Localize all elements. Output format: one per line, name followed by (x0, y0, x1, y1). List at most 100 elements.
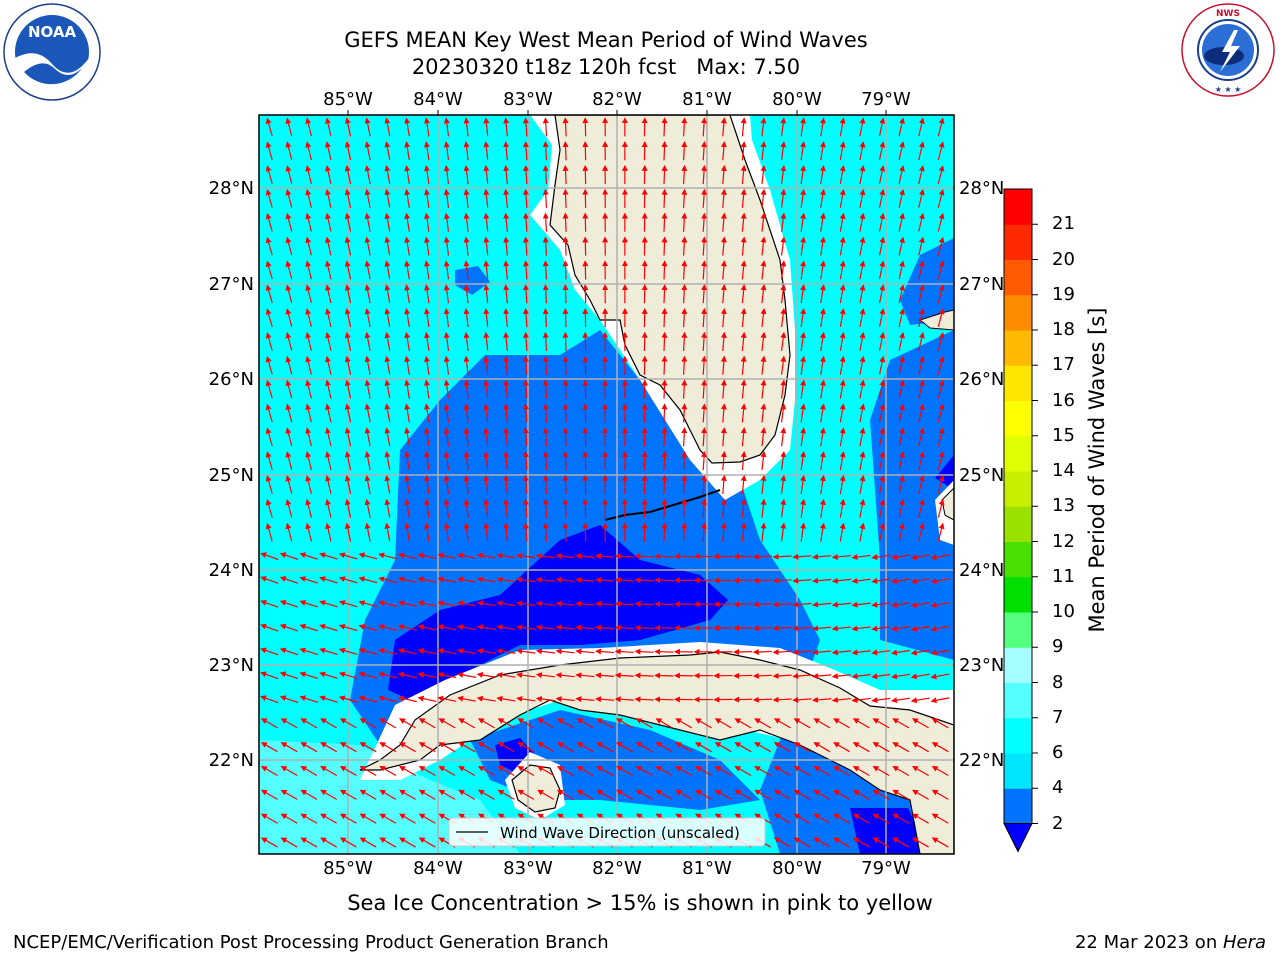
wind-wave-arrow (305, 332, 312, 351)
wind-wave-arrow (760, 307, 767, 328)
wind-wave-arrow (535, 576, 555, 583)
wind-wave-arrow (483, 260, 490, 280)
wind-wave-arrow (463, 212, 470, 232)
wind-wave-arrow (852, 837, 870, 848)
wind-wave-arrow (497, 765, 515, 777)
y-tick-label-left-23: 23°N (209, 655, 254, 676)
wind-wave-arrow (417, 576, 437, 583)
wind-wave-arrow (404, 188, 411, 208)
wind-wave-arrow (859, 308, 866, 328)
wind-wave-arrow (859, 260, 866, 280)
x-tick-label-bottom-81: 81°W (682, 858, 732, 879)
wind-wave-arrow (792, 553, 812, 560)
wind-wave-arrow (299, 576, 318, 584)
wind-wave-arrow (265, 475, 273, 494)
wind-wave-arrow (358, 671, 378, 679)
wind-wave-arrow (483, 141, 490, 161)
wind-wave-arrow (800, 379, 807, 399)
wind-wave-arrow (812, 696, 832, 703)
wind-wave-arrow (516, 672, 536, 679)
wind-wave-arrow (839, 236, 846, 256)
wind-wave-arrow (260, 671, 279, 680)
wind-wave-arrow (655, 789, 673, 800)
wind-wave-arrow (299, 600, 318, 608)
wind-wave-arrow (792, 601, 812, 608)
wind-wave-arrow (852, 789, 870, 800)
wind-wave-arrow (404, 141, 411, 161)
wind-wave-arrow (443, 522, 450, 542)
wind-wave-arrow (516, 695, 536, 702)
wind-wave-arrow (892, 765, 910, 777)
wind-wave-arrow (320, 837, 338, 848)
wind-wave-arrow (859, 522, 866, 542)
wind-wave-arrow (661, 236, 668, 256)
wind-wave-arrow (344, 355, 352, 375)
wind-wave-arrow (496, 695, 516, 702)
wind-wave-arrow (325, 522, 332, 542)
wind-wave-arrow (937, 284, 945, 304)
wind-wave-arrow (760, 117, 767, 137)
wind-wave-arrow (681, 284, 688, 304)
wind-wave-arrow (800, 164, 807, 185)
wind-wave-arrow (675, 765, 693, 777)
wind-wave-arrow (417, 671, 437, 679)
wind-wave-arrow (754, 718, 772, 729)
wind-wave-arrow (871, 673, 891, 680)
wind-wave-arrow (497, 718, 515, 729)
wind-wave-arrow (522, 355, 529, 375)
wind-wave-arrow (752, 577, 773, 584)
wind-wave-arrow (397, 647, 417, 655)
wind-wave-arrow (833, 837, 850, 848)
wind-wave-arrow (851, 649, 871, 656)
wind-wave-arrow (437, 600, 457, 607)
wind-wave-arrow (594, 672, 615, 679)
wind-wave-arrow (878, 117, 886, 137)
wind-wave-arrow (892, 837, 910, 848)
wind-wave-arrow (516, 600, 536, 607)
wind-wave-arrow (575, 553, 595, 560)
wind-wave-arrow (760, 427, 767, 447)
wind-wave-arrow (260, 623, 279, 632)
wind-wave-arrow (522, 284, 529, 304)
colorbar-segment (1004, 576, 1032, 613)
land-florida (549, 115, 791, 464)
wind-wave-arrow (839, 427, 846, 447)
wind-wave-arrow (760, 188, 767, 208)
colorbar-tick-label: 4 (1052, 777, 1064, 799)
wind-wave-arrow (364, 355, 371, 375)
wind-wave-arrow (535, 672, 555, 679)
wind-wave-arrow (463, 284, 470, 304)
wind-wave-arrow (305, 427, 312, 447)
wind-wave-arrow (681, 498, 688, 518)
wind-wave-arrow (931, 742, 949, 753)
wind-wave-arrow (535, 600, 555, 607)
wind-wave-arrow (417, 624, 437, 631)
wind-wave-arrow (594, 648, 615, 655)
wind-wave-arrow (661, 117, 668, 137)
wind-wave-arrow (937, 308, 945, 327)
wind-wave-arrow (384, 474, 391, 494)
wind-wave-arrow (918, 236, 925, 256)
wind-wave-arrow (654, 601, 674, 608)
colorbar-tick-label: 14 (1052, 460, 1075, 481)
wind-wave-arrow (483, 188, 490, 208)
wind-wave-arrow (384, 355, 391, 375)
wind-wave-arrow (898, 141, 905, 161)
wind-wave-arrow (878, 284, 886, 304)
wind-wave-arrow (305, 379, 312, 399)
colorbar-under-triangle (1003, 823, 1033, 853)
wind-wave-arrow (859, 331, 866, 351)
colorbar-tick-label: 7 (1052, 706, 1064, 728)
wind-wave-arrow (463, 355, 470, 375)
svg-text:NWS: NWS (1216, 9, 1240, 19)
wind-wave-arrow (285, 427, 293, 447)
colorbar-tick-label: 8 (1052, 671, 1064, 693)
wind-wave-arrow (378, 624, 398, 631)
wind-wave-arrow (483, 403, 490, 423)
wind-wave-arrow (839, 260, 846, 280)
wind-wave-arrow (780, 427, 787, 447)
wind-wave-arrow (819, 212, 826, 232)
wind-wave-arrow (892, 789, 910, 800)
wind-wave-arrow (542, 141, 549, 161)
wind-wave-arrow (285, 260, 293, 280)
